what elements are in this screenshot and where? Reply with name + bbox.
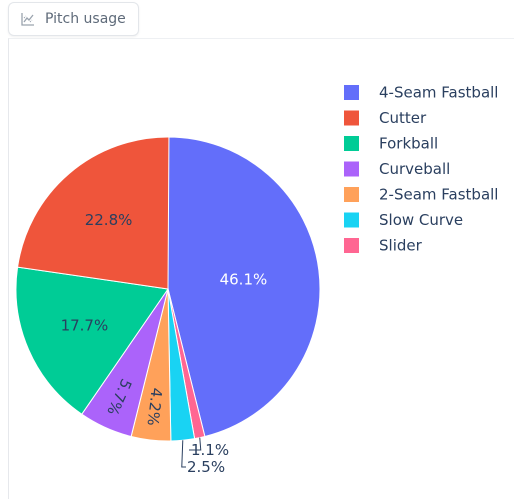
legend-item-slow-curve[interactable]: Slow Curve: [344, 211, 463, 229]
slice-label-4-seam-fastball: 46.1%: [220, 271, 268, 289]
legend-item-slider[interactable]: Slider: [344, 237, 423, 255]
legend-item-cutter[interactable]: Cutter: [344, 109, 427, 127]
legend-swatch-4-seam-fastball: [344, 85, 359, 100]
slice-label-slow-curve: 2.5%: [187, 458, 225, 476]
legend-label-slow-curve: Slow Curve: [379, 211, 463, 229]
legend: 4-Seam Fastball Cutter Forkball Curveball 2-…: [344, 84, 498, 255]
legend-label-slider: Slider: [379, 237, 423, 255]
legend-swatch-2-seam-fastball: [344, 187, 359, 202]
panel-border: [8, 38, 514, 499]
pie-slice-cutter[interactable]: [17, 136, 170, 290]
legend-swatch-cutter: [344, 110, 359, 126]
pie-slice-forkball[interactable]: [15, 266, 169, 415]
pie-slices: [15, 136, 321, 442]
leader-line-slider: [189, 437, 202, 451]
line-chart-icon: [19, 10, 37, 28]
pie-labels: 46.1%1.1%2.5%4.2%5.7%17.7%22.8%: [61, 211, 268, 476]
pie-chart: 46.1%1.1%2.5%4.2%5.7%17.7%22.8%4-Seam Fa…: [15, 84, 498, 476]
legend-label-4-seam-fastball: 4-Seam Fastball: [379, 84, 498, 102]
slice-label-2-seam-fastball: 4.2%: [144, 387, 166, 427]
leader-line-slow-curve: [181, 440, 186, 468]
slice-label-slider: 1.1%: [191, 441, 229, 459]
legend-label-forkball: Forkball: [379, 135, 438, 153]
tab-label: Pitch usage: [45, 11, 126, 27]
legend-swatch-slider: [344, 238, 359, 253]
legend-swatch-forkball: [344, 136, 359, 151]
pie-slice-4-seam-fastball[interactable]: [167, 136, 321, 438]
legend-label-curveball: Curveball: [379, 160, 450, 178]
slice-label-cutter: 22.8%: [85, 211, 133, 229]
legend-item-4-seam-fastball[interactable]: 4-Seam Fastball: [344, 84, 498, 102]
legend-swatch-curveball: [344, 161, 359, 177]
legend-swatch-slow-curve: [344, 212, 359, 228]
legend-label-cutter: Cutter: [379, 109, 427, 127]
legend-item-curveball[interactable]: Curveball: [344, 160, 450, 178]
legend-item-2-seam-fastball[interactable]: 2-Seam Fastball: [344, 186, 498, 204]
tab-pitch-usage[interactable]: Pitch usage: [8, 2, 139, 36]
legend-label-2-seam-fastball: 2-Seam Fastball: [379, 186, 498, 204]
legend-item-forkball[interactable]: Forkball: [344, 135, 438, 153]
chart-panel: Pitch usage 46.1% 1.1% 2.5% 4.2% 5.7% 17.7% 22…: [8, 2, 514, 499]
slice-label-forkball: 17.7%: [61, 316, 109, 334]
